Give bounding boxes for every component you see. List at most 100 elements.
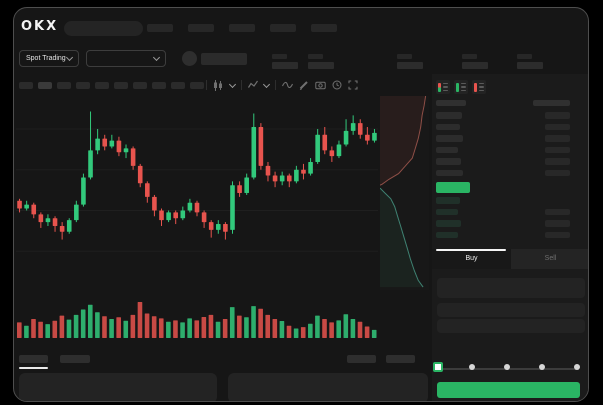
bid-amount-placeholder bbox=[545, 208, 570, 215]
ask-row[interactable] bbox=[432, 146, 588, 154]
timeframe-button[interactable] bbox=[76, 82, 90, 89]
indicators-icon[interactable] bbox=[248, 80, 258, 90]
stat-label-placeholder bbox=[272, 54, 287, 59]
stat-label-placeholder bbox=[462, 54, 477, 59]
last-price-badge[interactable] bbox=[436, 182, 470, 193]
active-tab-underline bbox=[19, 367, 48, 369]
slider-handle[interactable] bbox=[433, 362, 443, 372]
slider-stop-dot[interactable] bbox=[574, 364, 580, 370]
bid-row[interactable] bbox=[432, 208, 588, 216]
stat-value-placeholder bbox=[517, 62, 543, 69]
stat-value-placeholder bbox=[308, 62, 334, 69]
ask-row[interactable] bbox=[432, 169, 588, 177]
tab-buy-label: Buy bbox=[465, 255, 478, 262]
slider-stop-dot[interactable] bbox=[539, 364, 545, 370]
bid-price-placeholder bbox=[436, 231, 458, 238]
slider-stop-dot[interactable] bbox=[504, 364, 510, 370]
timeframe-button[interactable] bbox=[152, 82, 166, 89]
book-buy-view-icon[interactable] bbox=[454, 80, 468, 94]
bid-row[interactable] bbox=[432, 231, 588, 239]
slider-stop-dot[interactable] bbox=[469, 364, 475, 370]
ask-row[interactable] bbox=[432, 158, 588, 165]
orders-tab-active[interactable] bbox=[19, 355, 48, 363]
price-input[interactable] bbox=[437, 278, 585, 298]
ask-price-placeholder bbox=[436, 135, 463, 142]
book-combined-view-icon[interactable] bbox=[436, 80, 450, 94]
nav-item[interactable] bbox=[147, 24, 173, 32]
ask-amount-placeholder bbox=[545, 135, 570, 142]
ask-price-placeholder bbox=[436, 158, 461, 165]
nav-item[interactable] bbox=[311, 24, 337, 32]
candle-style-icon[interactable] bbox=[213, 79, 224, 91]
ask-row[interactable] bbox=[432, 123, 588, 131]
ask-price-placeholder bbox=[436, 146, 458, 153]
timeframe-button[interactable] bbox=[57, 82, 71, 89]
divider bbox=[275, 80, 276, 90]
timeframe-button[interactable] bbox=[19, 82, 33, 89]
order-book-trade-panel: Buy Sell bbox=[432, 74, 588, 401]
volume-chart bbox=[17, 302, 377, 338]
stat-label-placeholder bbox=[397, 54, 412, 59]
stat-block bbox=[462, 54, 488, 69]
tab-buy[interactable]: Buy bbox=[432, 249, 511, 269]
ask-amount-placeholder bbox=[545, 169, 570, 176]
camera-icon[interactable] bbox=[315, 80, 326, 90]
bid-price-placeholder bbox=[436, 208, 458, 215]
divider bbox=[206, 80, 207, 90]
draw-icon[interactable] bbox=[299, 80, 309, 90]
nav-item[interactable] bbox=[270, 24, 296, 32]
timeframe-buttons bbox=[19, 82, 204, 89]
tab-sell[interactable]: Sell bbox=[511, 249, 588, 269]
market-type-label: Spot Trading bbox=[26, 55, 66, 62]
trade-tabs: Buy Sell bbox=[432, 249, 588, 269]
timeframe-button[interactable] bbox=[171, 82, 185, 89]
top-nav bbox=[147, 24, 337, 32]
stat-label-placeholder bbox=[308, 54, 323, 59]
order-book-view-toggles bbox=[436, 80, 486, 94]
ask-price-placeholder bbox=[436, 112, 462, 119]
amount-column-header bbox=[533, 100, 570, 106]
ask-price-placeholder bbox=[436, 169, 463, 176]
timeframe-button[interactable] bbox=[133, 82, 147, 89]
app-window: OKX Spot Trading bbox=[13, 7, 589, 402]
ask-amount-placeholder bbox=[545, 123, 570, 130]
stat-value-placeholder bbox=[397, 62, 423, 69]
search-input[interactable] bbox=[64, 21, 143, 36]
orders-filter-tab[interactable] bbox=[386, 355, 415, 363]
timeframe-button[interactable] bbox=[190, 82, 204, 89]
market-type-dropdown[interactable]: Spot Trading bbox=[19, 50, 79, 67]
chart-tools bbox=[206, 78, 358, 92]
ask-row[interactable] bbox=[432, 135, 588, 142]
token-icon bbox=[182, 51, 197, 66]
ask-price-placeholder bbox=[436, 123, 460, 130]
bid-row[interactable] bbox=[432, 197, 588, 204]
nav-item[interactable] bbox=[188, 24, 214, 32]
stat-label-placeholder bbox=[517, 54, 532, 59]
pair-selector-dropdown[interactable] bbox=[86, 50, 166, 67]
amount-input[interactable] bbox=[437, 303, 585, 317]
bid-amount-placeholder bbox=[545, 220, 570, 227]
ask-amount-placeholder bbox=[545, 146, 570, 153]
pair-name-placeholder bbox=[201, 53, 247, 65]
ask-row[interactable] bbox=[432, 112, 588, 119]
fullscreen-icon[interactable] bbox=[348, 80, 358, 90]
candlestick-chart[interactable] bbox=[16, 96, 378, 290]
timeframe-button[interactable] bbox=[114, 82, 128, 89]
buy-button[interactable] bbox=[437, 382, 580, 398]
line-tool-icon[interactable] bbox=[282, 80, 293, 90]
bid-row[interactable] bbox=[432, 220, 588, 227]
orders-filter-tab[interactable] bbox=[347, 355, 376, 363]
nav-item[interactable] bbox=[229, 24, 255, 32]
chevron-down-icon[interactable] bbox=[228, 80, 237, 88]
active-tab-indicator bbox=[436, 249, 506, 251]
clock-icon[interactable] bbox=[332, 80, 342, 90]
orders-tab[interactable] bbox=[60, 355, 90, 363]
total-input[interactable] bbox=[437, 319, 585, 333]
chevron-down-icon[interactable] bbox=[262, 80, 271, 88]
chevron-down-icon bbox=[65, 53, 74, 62]
book-sell-view-icon[interactable] bbox=[472, 80, 486, 94]
timeframe-button[interactable] bbox=[38, 82, 52, 89]
bid-price-placeholder bbox=[436, 197, 460, 204]
tab-sell-label: Sell bbox=[544, 255, 557, 262]
timeframe-button[interactable] bbox=[95, 82, 109, 89]
